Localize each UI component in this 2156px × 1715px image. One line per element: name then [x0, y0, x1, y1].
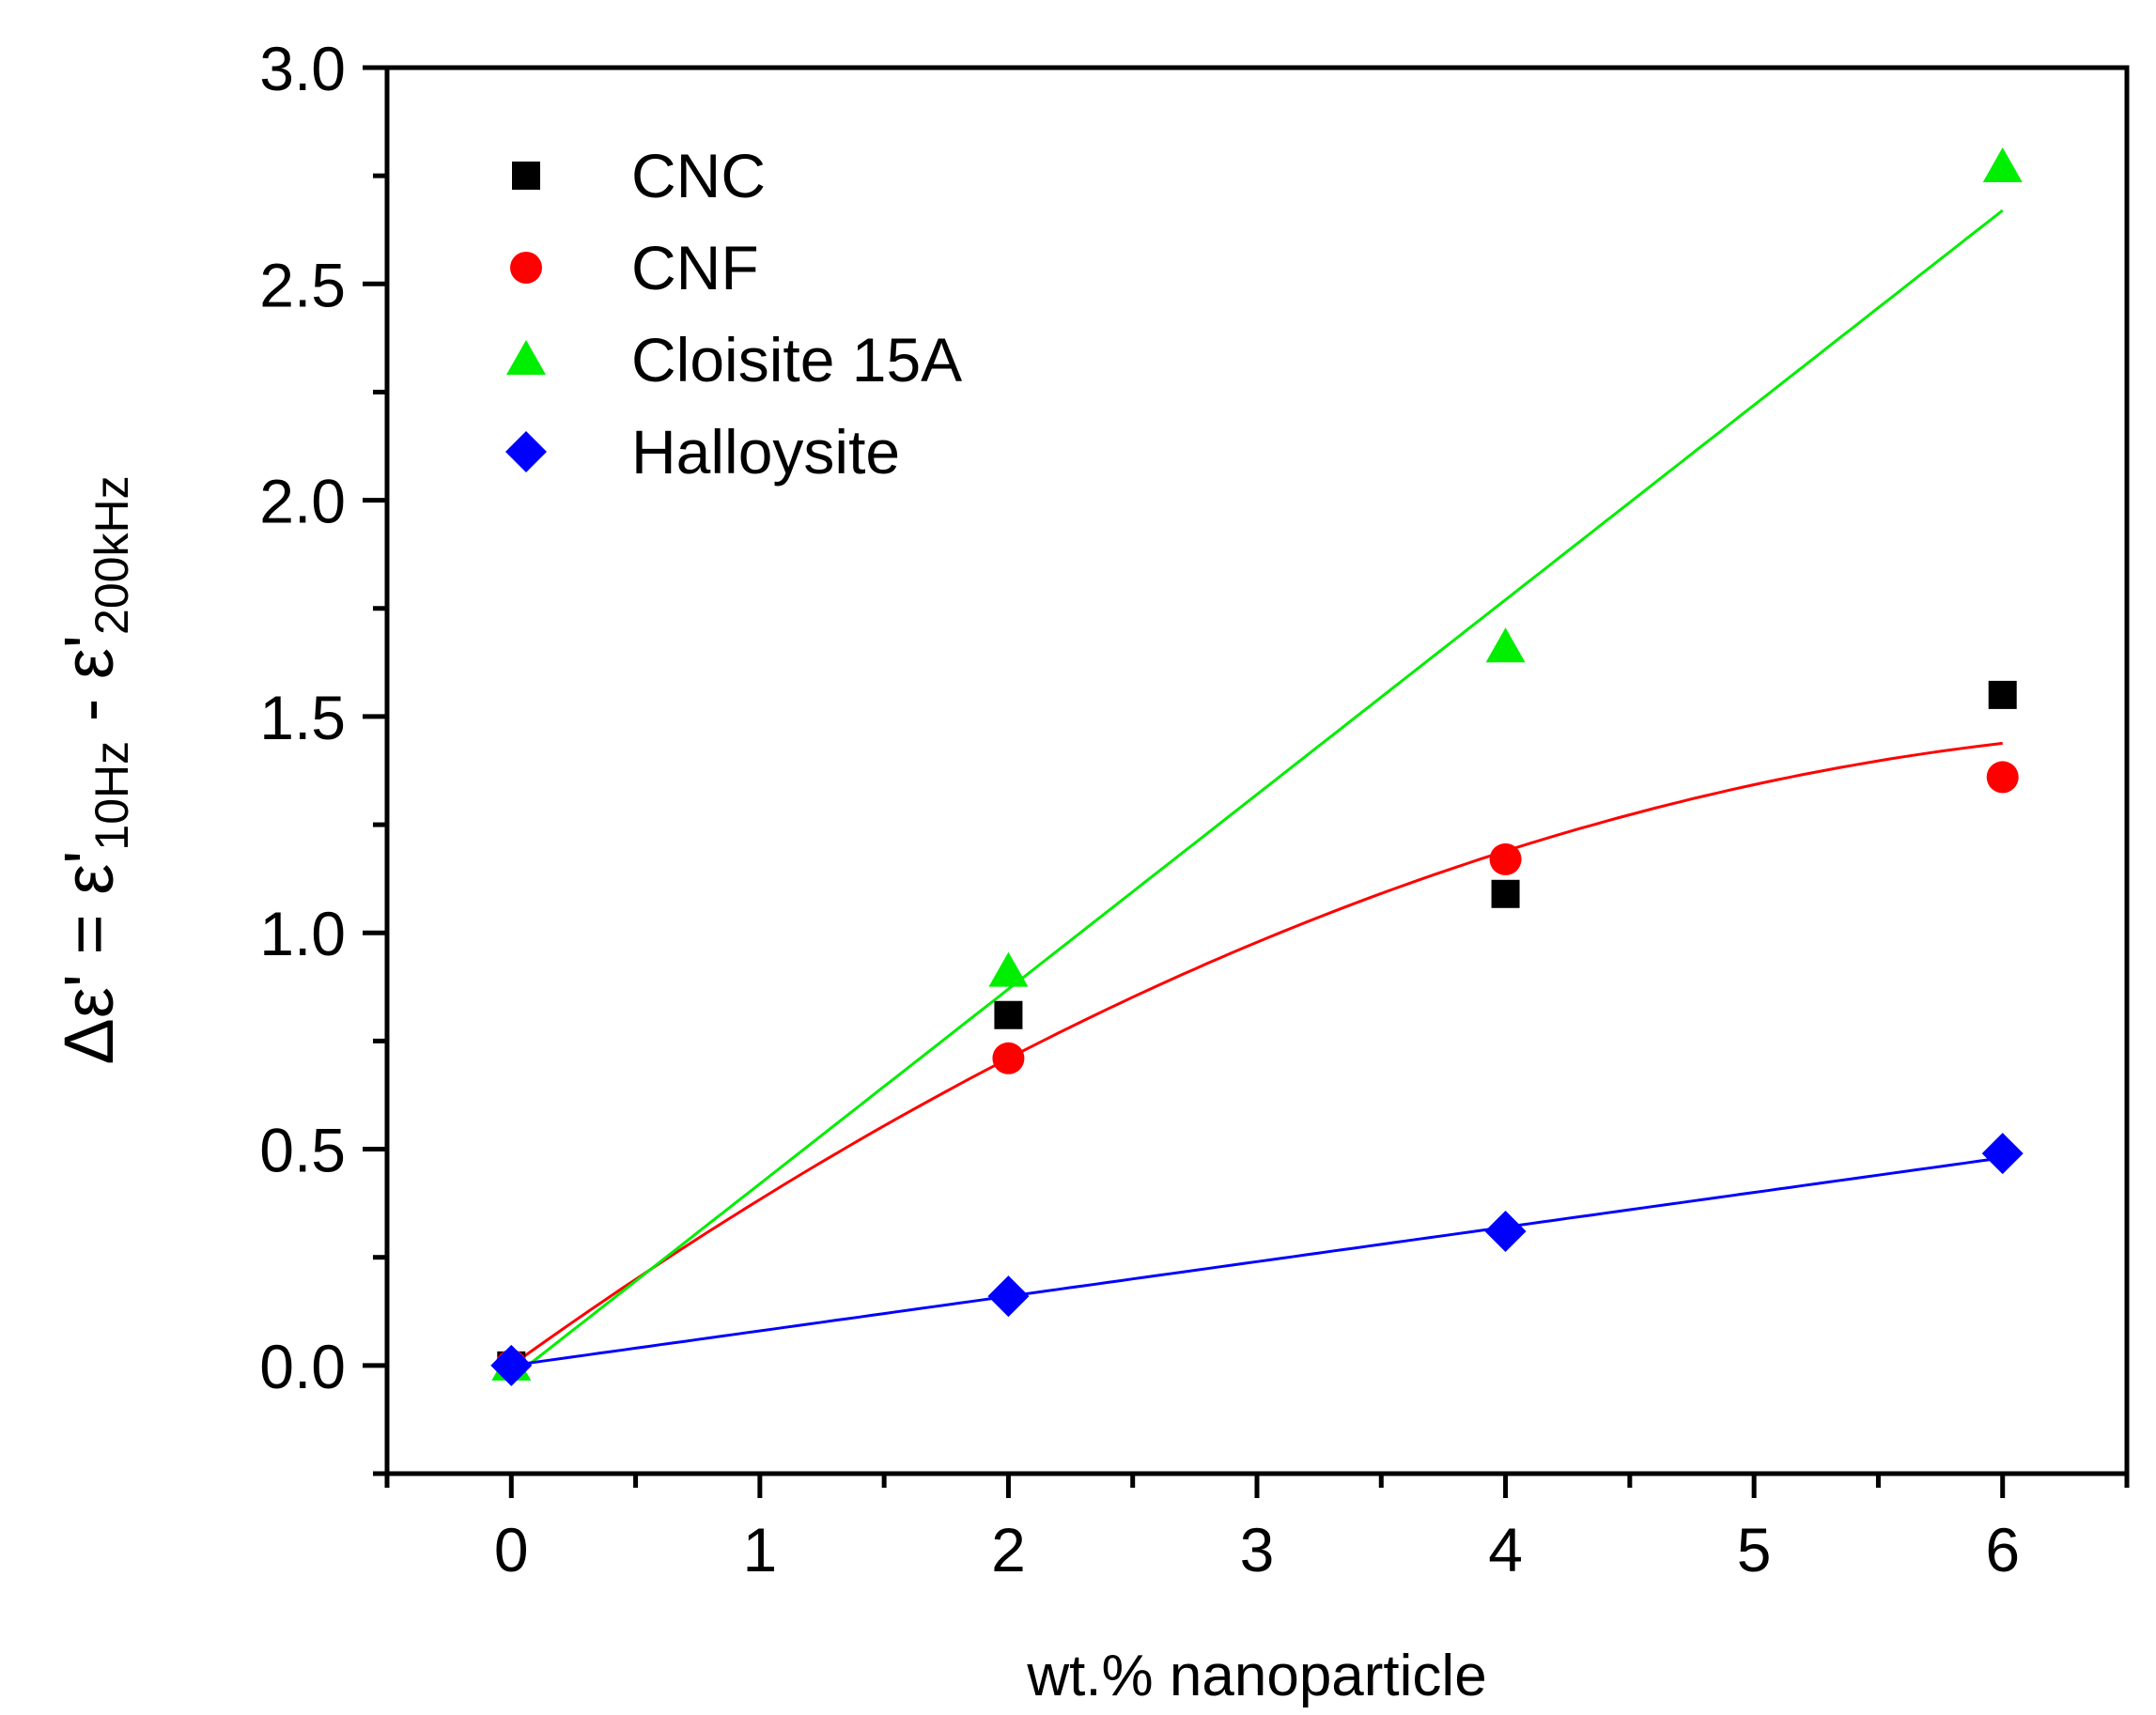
- fit-lines: [510, 209, 2004, 1380]
- legend-marker-cnf: [510, 252, 542, 284]
- y-tick-label: 1.5: [259, 683, 346, 752]
- data-point-cnf: [992, 1042, 1025, 1074]
- data-point-cloisite-15a: [1485, 627, 1526, 663]
- x-tick-label: 2: [991, 1515, 1026, 1584]
- data-point-cnc: [1988, 680, 2017, 709]
- legend: CNC CNF Cloisite 15A Halloysite: [505, 141, 962, 487]
- legend-label-cloisite-15a: Cloisite 15A: [631, 325, 962, 394]
- data-point-cnf: [1489, 842, 1522, 875]
- x-tick-label: 6: [1985, 1515, 2020, 1584]
- y-axis-title-prefix: Δε' = ε': [50, 851, 128, 1065]
- legend-label-cnf: CNF: [631, 233, 759, 302]
- data-point-cnc: [994, 1000, 1023, 1029]
- data-point-cloisite-15a: [988, 951, 1029, 987]
- x-axis-title: wt.% nanoparticle: [1026, 1644, 1486, 1708]
- data-point-cnc: [1491, 879, 1520, 908]
- x-tick-label: 0: [494, 1515, 529, 1584]
- fit-line-cnf: [510, 741, 2003, 1367]
- y-axis-title: Δε' = ε'10Hz - ε'200kHz: [50, 475, 138, 1064]
- data-point-halloysite: [1484, 1211, 1527, 1253]
- x-tick-label: 1: [742, 1515, 777, 1584]
- x-axis-ticks: 0 1 2 3 4 5 6: [384, 1474, 2130, 1584]
- y-tick-label: 1.0: [259, 899, 346, 968]
- y-tick-label: 0.0: [259, 1332, 346, 1401]
- legend-label-cnc: CNC: [631, 141, 766, 210]
- data-point-cnf: [1986, 761, 2019, 794]
- legend-label-halloysite: Halloysite: [631, 417, 900, 487]
- legend-marker-cnc: [512, 162, 540, 190]
- fit-line-cloisite-15a: [510, 209, 2004, 1380]
- x-tick-label: 3: [1240, 1515, 1275, 1584]
- y-tick-label: 2.5: [259, 250, 346, 319]
- fit-line-halloysite: [511, 1156, 2003, 1367]
- x-tick-label: 4: [1488, 1515, 1523, 1584]
- y-axis-title-mid: - ε': [50, 635, 128, 741]
- y-tick-label: 2.0: [259, 467, 346, 536]
- y-tick-label: 0.5: [259, 1116, 346, 1185]
- y-axis-ticks: 0.0 0.5 1.0 1.5 2.0 2.5 3.0: [259, 34, 387, 1476]
- data-point-halloysite: [987, 1275, 1030, 1318]
- x-tick-label: 5: [1737, 1515, 1772, 1584]
- data-point-halloysite: [490, 1344, 533, 1386]
- legend-marker-halloysite: [505, 431, 547, 472]
- y-axis-title-sub1: 10Hz: [85, 741, 138, 851]
- legend-marker-cloisite-15a: [506, 340, 546, 375]
- y-tick-label: 3.0: [259, 34, 346, 103]
- data-points: [490, 147, 2024, 1386]
- data-point-cloisite-15a: [1982, 147, 2023, 182]
- y-axis-title-sub2: 200kHz: [85, 475, 138, 635]
- data-point-halloysite: [1981, 1133, 2024, 1175]
